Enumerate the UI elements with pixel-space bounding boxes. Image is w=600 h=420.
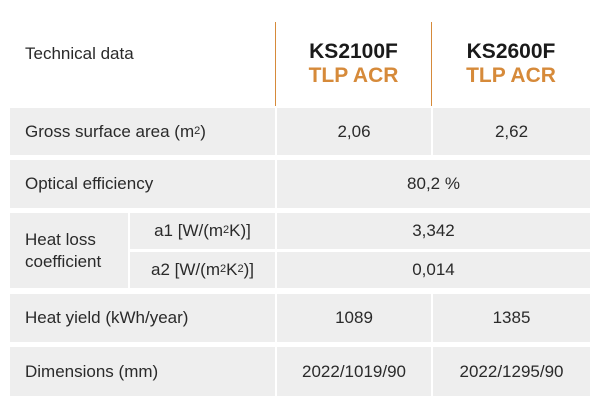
row-label: Dimensions (mm): [25, 361, 159, 381]
sub-row-a1: a1 [W/(m 2 K)] 3,342: [130, 213, 590, 249]
row-label: Heat loss coefficient: [25, 229, 102, 271]
table-row-optical-efficiency: Optical efficiency 80,2 %: [10, 160, 590, 208]
column-separator: [275, 160, 277, 208]
table-row-heat-loss: Heat loss coefficient a1 [W/(m 2 K)] 3,342…: [10, 213, 590, 288]
table-row-gross-surface: Gross surface area (m 2) 2,06 2,62: [10, 108, 590, 155]
value-cell: 80,2 %: [407, 174, 460, 193]
product-variant: TLP ACR: [466, 64, 556, 87]
column-separator: [275, 252, 277, 288]
row-label-block: Heat loss coefficient: [10, 213, 128, 288]
header-divider: [431, 22, 432, 106]
product-variant: TLP ACR: [308, 64, 399, 87]
header-divider: [275, 22, 276, 106]
value-cell: 0,014: [412, 260, 455, 279]
value-cell: 1385: [492, 308, 531, 327]
column-separator: [275, 108, 277, 155]
value-cell: 2022/1019/90: [302, 361, 406, 381]
table-row-dimensions: Dimensions (mm) 2022/1019/90 2022/1295/9…: [10, 347, 590, 396]
table-row-heat-yield: Heat yield (kWh/year) 1089 1385: [10, 294, 590, 342]
value-cell: 2,62: [494, 121, 529, 141]
product-code: KS2600F: [466, 40, 556, 63]
product-heading-ks2600f: KS2600F TLP ACR: [432, 40, 590, 88]
sub-row-label: a2 [W/(m 2 K 2)]: [151, 260, 254, 279]
column-separator: [275, 347, 277, 396]
header-label: Technical data: [25, 44, 134, 63]
value-cell: 1089: [335, 308, 373, 327]
table-header: Technical data KS2100F TLP ACR KS2600F T…: [10, 22, 590, 106]
row-label: Optical efficiency: [25, 174, 154, 193]
product-code: KS2100F: [309, 40, 398, 63]
row-label: Heat yield (kWh/year): [25, 308, 189, 327]
column-separator: [275, 294, 277, 342]
sub-row-label: a1 [W/(m 2 K)]: [154, 221, 251, 240]
value-cell: 2022/1295/90: [459, 361, 564, 381]
column-separator: [431, 108, 433, 155]
product-heading-ks2100f: KS2100F TLP ACR: [276, 40, 431, 88]
sub-row-a2: a2 [W/(m 2 K 2)] 0,014: [130, 252, 590, 288]
value-cell: 2,06: [337, 121, 371, 141]
row-label: Gross surface area (m 2): [25, 121, 206, 141]
column-separator: [275, 213, 277, 249]
column-separator: [431, 347, 433, 396]
value-cell: 3,342: [412, 221, 455, 240]
column-separator: [431, 294, 433, 342]
